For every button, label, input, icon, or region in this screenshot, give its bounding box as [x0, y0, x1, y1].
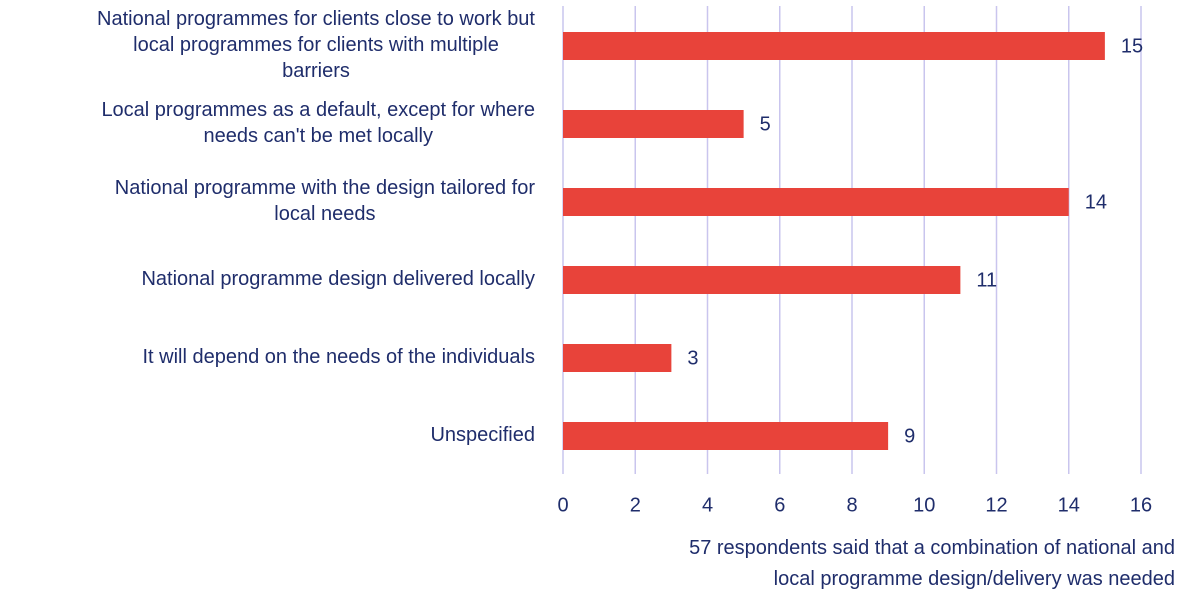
bar	[563, 32, 1105, 60]
bar	[563, 266, 961, 294]
bar	[563, 110, 744, 138]
label-line: local needs	[274, 203, 375, 225]
x-tick-label: 14	[1058, 494, 1080, 516]
label-line: local programmes for clients with multip…	[133, 34, 499, 56]
data-label: 3	[687, 347, 698, 369]
label-line: barriers	[282, 60, 350, 82]
data-label: 9	[904, 425, 915, 447]
bar	[563, 344, 672, 372]
x-tick-label: 6	[774, 494, 785, 516]
x-tick-label: 12	[985, 494, 1007, 516]
bar	[563, 188, 1069, 216]
y-tick-label: It will depend on the needs of the indiv…	[143, 346, 536, 368]
x-tick-label: 2	[630, 494, 641, 516]
label-line: needs can't be met locally	[203, 125, 433, 147]
y-tick-label: Local programmes as a default, except fo…	[101, 99, 535, 147]
data-label: 14	[1085, 191, 1107, 213]
x-axis-title: 57 respondents said that a combination o…	[689, 537, 1175, 590]
label-line: Unspecified	[430, 424, 535, 446]
y-tick-label: National programme design delivered loca…	[141, 268, 535, 290]
x-tick-label: 10	[913, 494, 935, 516]
data-label: 15	[1121, 35, 1143, 57]
x-tick-label: 4	[702, 494, 713, 516]
label-line: National programmes for clients close to…	[97, 8, 535, 30]
x-tick-label: 8	[846, 494, 857, 516]
title-line: local programme design/delivery was need…	[774, 568, 1175, 590]
label-line: National programme with the design tailo…	[115, 177, 536, 199]
data-label: 5	[760, 113, 771, 135]
data-label: 11	[976, 269, 997, 291]
label-line: It will depend on the needs of the indiv…	[143, 346, 536, 368]
label-line: National programme design delivered loca…	[141, 268, 535, 290]
x-tick-label: 16	[1130, 494, 1152, 516]
y-tick-label: Unspecified	[430, 424, 535, 446]
title-line: 57 respondents said that a combination o…	[689, 537, 1175, 559]
label-line: Local programmes as a default, except fo…	[101, 99, 535, 121]
y-tick-label: National programme with the design tailo…	[115, 177, 536, 225]
x-tick-label: 0	[557, 494, 568, 516]
y-tick-label: National programmes for clients close to…	[97, 8, 535, 82]
bar	[563, 422, 889, 450]
